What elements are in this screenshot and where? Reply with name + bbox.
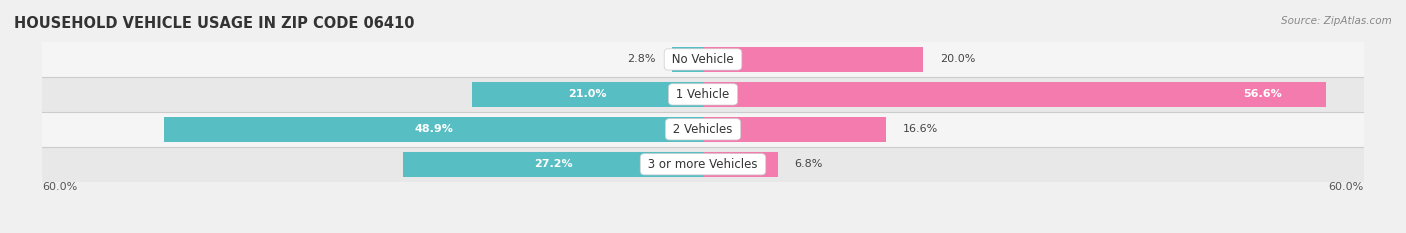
Bar — [165, 117, 703, 142]
Bar — [404, 152, 703, 177]
Text: 21.0%: 21.0% — [568, 89, 606, 99]
Text: 6.8%: 6.8% — [794, 159, 823, 169]
Text: 20.0%: 20.0% — [939, 55, 976, 64]
Text: Source: ZipAtlas.com: Source: ZipAtlas.com — [1281, 16, 1392, 26]
Bar — [42, 42, 1364, 77]
Bar — [703, 82, 1326, 107]
Bar — [703, 152, 778, 177]
Text: 1 Vehicle: 1 Vehicle — [672, 88, 734, 101]
Bar — [42, 112, 1364, 147]
Text: No Vehicle: No Vehicle — [668, 53, 738, 66]
Bar — [672, 47, 703, 72]
Text: 48.9%: 48.9% — [415, 124, 453, 134]
Bar — [703, 117, 886, 142]
Text: 27.2%: 27.2% — [534, 159, 572, 169]
Text: 60.0%: 60.0% — [1329, 182, 1364, 192]
Text: 60.0%: 60.0% — [42, 182, 77, 192]
Bar — [42, 147, 1364, 182]
Text: 16.6%: 16.6% — [903, 124, 938, 134]
Text: 56.6%: 56.6% — [1243, 89, 1282, 99]
Text: 3 or more Vehicles: 3 or more Vehicles — [644, 158, 762, 171]
Text: 2 Vehicles: 2 Vehicles — [669, 123, 737, 136]
Bar — [703, 47, 924, 72]
Bar — [471, 82, 703, 107]
Bar — [42, 77, 1364, 112]
Text: HOUSEHOLD VEHICLE USAGE IN ZIP CODE 06410: HOUSEHOLD VEHICLE USAGE IN ZIP CODE 0641… — [14, 16, 415, 31]
Text: 2.8%: 2.8% — [627, 55, 655, 64]
